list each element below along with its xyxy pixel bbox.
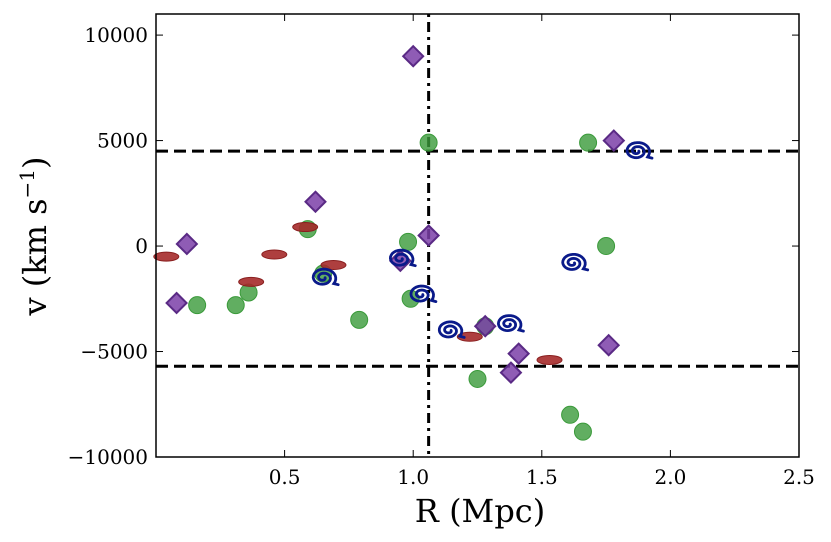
y-axis-label-close: ) [16, 156, 54, 168]
spiral-point-6 [625, 141, 654, 160]
x-tick-label-0: 0.5 [269, 465, 301, 489]
x-tick-label-2: 1.5 [526, 465, 558, 489]
diamond-point-5 [417, 224, 441, 247]
circle-point-12 [573, 422, 592, 441]
circle-point-9 [468, 369, 487, 388]
y-axis-label-exponent: −1 [15, 169, 39, 198]
plot-frame [155, 13, 800, 458]
x-axis-label: R (Mpc) [415, 492, 545, 530]
spiral-point-2 [409, 284, 438, 303]
y-tick-label-2: 0 [135, 234, 148, 258]
diamond-point-2 [304, 190, 327, 214]
spiral-point-1 [388, 248, 417, 268]
y-tick-label-0: 10000 [84, 23, 148, 47]
spiral-point-4 [496, 314, 525, 333]
y-axis-label-main: v (km s [16, 198, 54, 316]
y-tick-label-3: −5000 [80, 340, 148, 364]
circle-point-6 [399, 232, 418, 251]
ellipse-point-0 [153, 251, 180, 262]
y-tick-label-1: 5000 [97, 129, 148, 153]
ellipse-point-6 [536, 354, 563, 365]
x-tick-label-3: 2.0 [654, 465, 686, 489]
diamond-point-6 [473, 314, 497, 338]
diamond-point-9 [597, 333, 621, 357]
spiral-point-5 [561, 253, 590, 272]
circle-point-0 [188, 296, 207, 315]
spiral-point-0 [311, 267, 340, 287]
x-tick-label-4: 2.5 [783, 465, 815, 489]
ellipse-point-2 [261, 249, 288, 260]
diamond-point-7 [499, 361, 523, 385]
ellipse-point-5 [456, 331, 483, 342]
x-tick-label-1: 1.0 [397, 465, 429, 489]
data-points [153, 44, 654, 441]
circle-point-11 [561, 405, 580, 424]
diamond-point-0 [165, 291, 188, 315]
circle-point-8 [419, 133, 438, 152]
ellipse-point-1 [238, 276, 265, 287]
reference-lines [156, 14, 799, 457]
circle-point-14 [597, 237, 616, 256]
ellipse-point-4 [320, 260, 347, 271]
x-axis-ticks: 0.5 1.0 1.5 2.0 2.5 [269, 14, 815, 489]
y-tick-label-4: −10000 [68, 445, 148, 469]
ellipse-point-3 [292, 222, 319, 233]
circle-point-13 [579, 133, 598, 152]
diamond-point-10 [602, 129, 626, 152]
circle-point-5 [350, 310, 369, 329]
diamond-point-1 [175, 232, 199, 256]
circle-point-1 [226, 296, 245, 315]
diamond-point-8 [507, 342, 531, 366]
y-axis-label: v (km s−1) [15, 156, 54, 316]
spiral-point-3 [437, 320, 466, 339]
diamond-point-4 [401, 44, 425, 68]
y-axis-ticks: 10000 5000 0 −5000 −10000 [68, 23, 799, 469]
